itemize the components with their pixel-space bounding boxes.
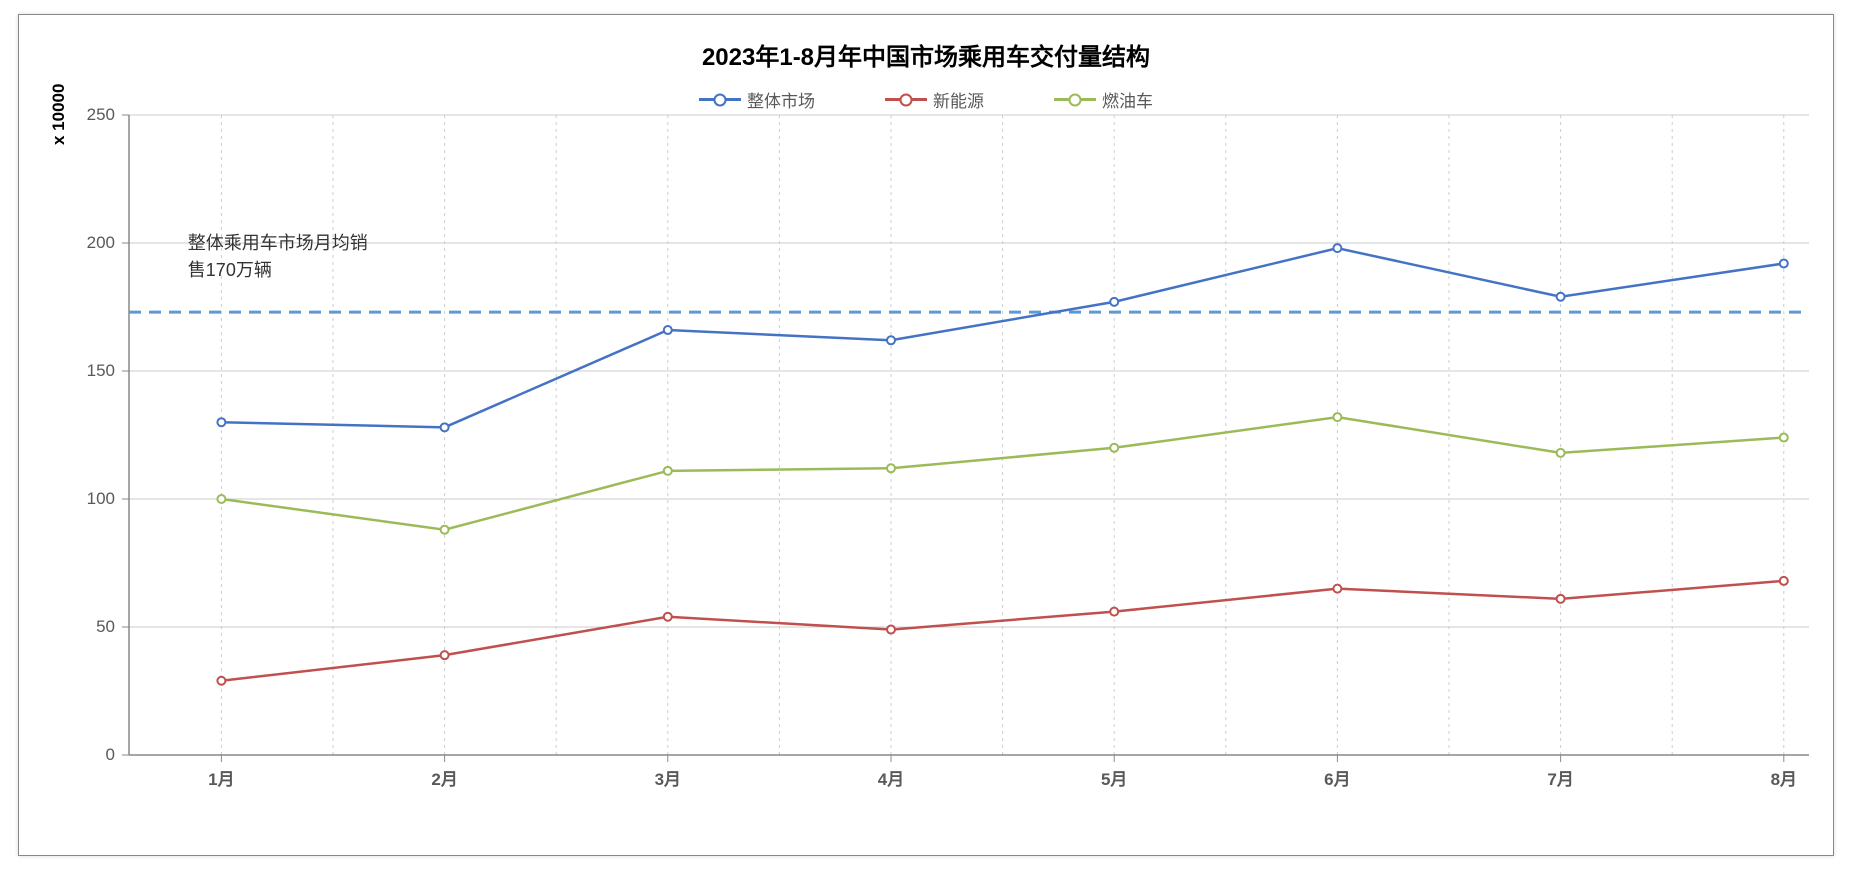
legend-label-nev: 新能源 [933,87,984,112]
legend-swatch-nev [885,98,927,101]
x-tick-label: 5月 [1101,765,1127,790]
y-tick-label: 100 [19,489,115,509]
legend-swatch-total [699,98,741,101]
x-tick-label: 2月 [431,765,457,790]
x-tick-label: 1月 [208,765,234,790]
y-tick-label: 250 [19,105,115,125]
chart-svg [129,115,1809,755]
annotation-text: 整体乘用车市场月均销 售170万辆 [188,230,368,284]
x-tick-label: 7月 [1547,765,1573,790]
legend-item-nev: 新能源 [885,87,984,112]
legend-swatch-ice [1054,98,1096,101]
x-tick-label: 6月 [1324,765,1350,790]
chart-title: 2023年1-8月年中国市场乘用车交付量结构 [19,37,1833,72]
y-tick-label: 50 [19,617,115,637]
y-tick-label: 150 [19,361,115,381]
y-tick-label: 200 [19,233,115,253]
chart-container: 2023年1-8月年中国市场乘用车交付量结构 整体市场 新能源 燃油车 x 10… [18,14,1834,856]
y-tick-label: 0 [19,745,115,765]
legend: 整体市场 新能源 燃油车 [19,87,1833,112]
x-tick-label: 4月 [878,765,904,790]
legend-label-ice: 燃油车 [1102,87,1153,112]
legend-label-total: 整体市场 [747,87,815,112]
legend-item-ice: 燃油车 [1054,87,1153,112]
legend-item-total: 整体市场 [699,87,815,112]
x-tick-label: 3月 [655,765,681,790]
annotation-line1: 整体乘用车市场月均销 [188,230,368,257]
annotation-line2: 售170万辆 [188,257,368,284]
plot-area: 整体乘用车市场月均销 售170万辆 [129,115,1809,755]
x-tick-label: 8月 [1771,765,1797,790]
